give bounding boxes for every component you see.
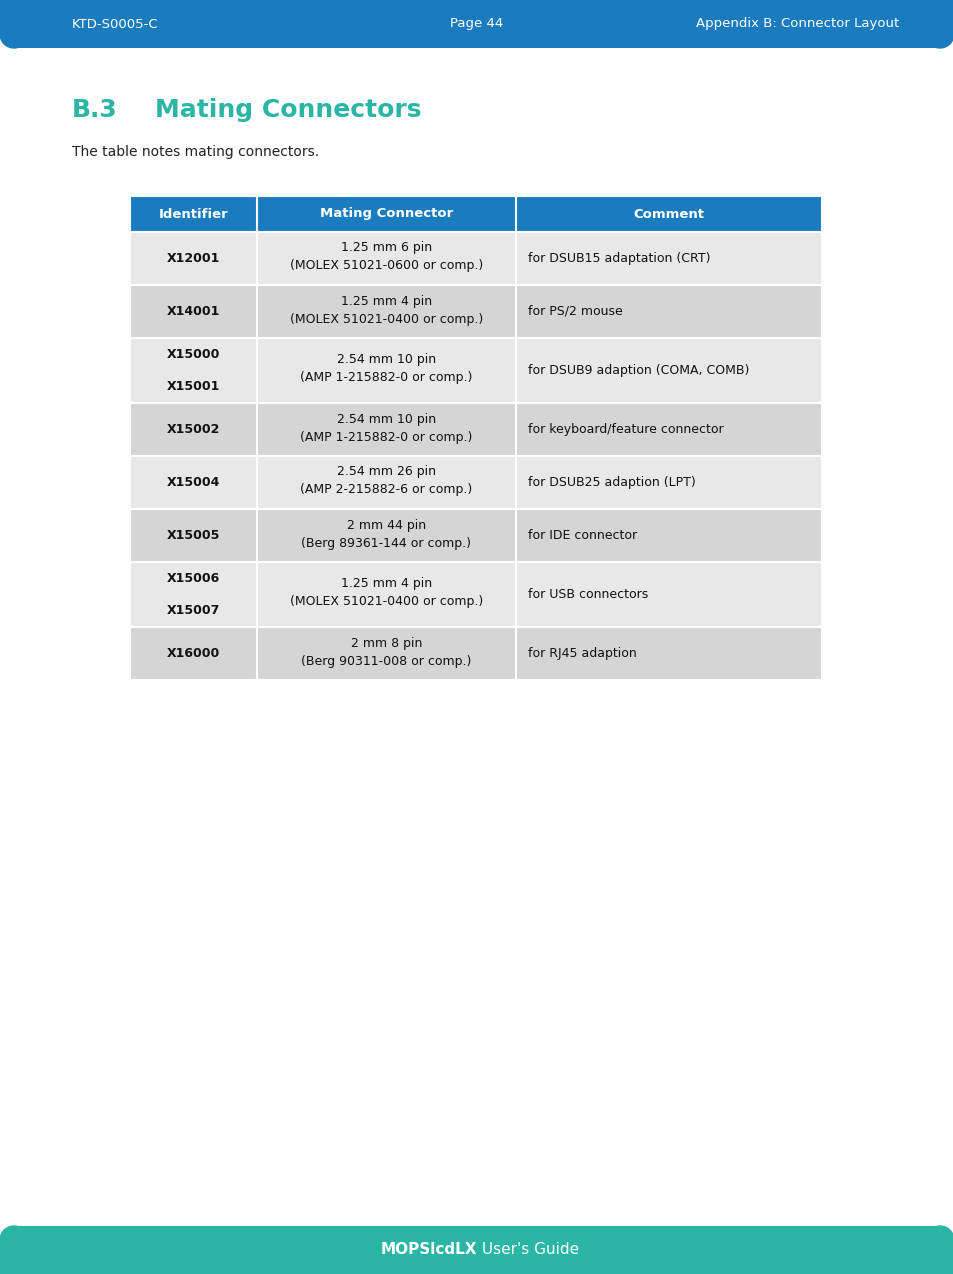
Text: X15006

X15007: X15006 X15007 bbox=[167, 572, 220, 617]
Text: 2 mm 44 pin: 2 mm 44 pin bbox=[347, 519, 425, 531]
Text: for USB connectors: for USB connectors bbox=[528, 589, 648, 601]
Text: for keyboard/feature connector: for keyboard/feature connector bbox=[528, 423, 723, 436]
Text: (Berg 90311-008 or comp.): (Berg 90311-008 or comp.) bbox=[301, 655, 471, 668]
Bar bbox=[0, 0, 953, 48]
Text: 2 mm 8 pin: 2 mm 8 pin bbox=[351, 637, 421, 650]
Text: (AMP 2-215882-6 or comp.): (AMP 2-215882-6 or comp.) bbox=[300, 484, 472, 497]
Bar bbox=[130, 456, 821, 510]
Text: for DSUB25 adaption (LPT): for DSUB25 adaption (LPT) bbox=[528, 476, 695, 489]
Circle shape bbox=[925, 1226, 953, 1254]
Text: 2.54 mm 10 pin: 2.54 mm 10 pin bbox=[336, 413, 436, 426]
Text: for RJ45 adaption: for RJ45 adaption bbox=[528, 647, 637, 660]
Text: Mating Connector: Mating Connector bbox=[319, 208, 453, 220]
Text: (MOLEX 51021-0400 or comp.): (MOLEX 51021-0400 or comp.) bbox=[290, 595, 482, 609]
Text: for DSUB15 adaptation (CRT): for DSUB15 adaptation (CRT) bbox=[528, 252, 710, 265]
Text: X15000

X15001: X15000 X15001 bbox=[167, 348, 220, 392]
Bar bbox=[939, 34, 953, 48]
Circle shape bbox=[925, 20, 953, 48]
Circle shape bbox=[0, 20, 28, 48]
Text: 1.25 mm 4 pin: 1.25 mm 4 pin bbox=[340, 577, 432, 591]
Text: X12001: X12001 bbox=[167, 252, 220, 265]
Text: KTD-S0005-C: KTD-S0005-C bbox=[71, 18, 158, 31]
Bar bbox=[130, 232, 821, 285]
Text: X16000: X16000 bbox=[167, 647, 220, 660]
Text: (MOLEX 51021-0400 or comp.): (MOLEX 51021-0400 or comp.) bbox=[290, 312, 482, 325]
Text: X15004: X15004 bbox=[167, 476, 220, 489]
Circle shape bbox=[0, 1226, 28, 1254]
Text: X15002: X15002 bbox=[167, 423, 220, 436]
Bar bbox=[130, 510, 821, 562]
Text: Mating Connectors: Mating Connectors bbox=[154, 98, 421, 122]
Bar bbox=[130, 196, 821, 680]
Text: The table notes mating connectors.: The table notes mating connectors. bbox=[71, 145, 319, 159]
Text: (Berg 89361-144 or comp.): (Berg 89361-144 or comp.) bbox=[301, 536, 471, 549]
Text: B.3: B.3 bbox=[71, 98, 117, 122]
Text: 1.25 mm 6 pin: 1.25 mm 6 pin bbox=[340, 242, 432, 255]
Text: for IDE connector: for IDE connector bbox=[528, 529, 637, 541]
Bar bbox=[130, 338, 821, 403]
Bar bbox=[130, 562, 821, 627]
Text: X15005: X15005 bbox=[167, 529, 220, 541]
Text: Comment: Comment bbox=[633, 208, 704, 220]
Bar bbox=[130, 285, 821, 338]
Bar bbox=[130, 196, 821, 232]
Text: MOPSlcdLX: MOPSlcdLX bbox=[380, 1242, 476, 1257]
Bar bbox=[939, 1226, 953, 1240]
Text: for PS/2 mouse: for PS/2 mouse bbox=[528, 304, 622, 318]
Text: for DSUB9 adaption (COMA, COMB): for DSUB9 adaption (COMA, COMB) bbox=[528, 364, 749, 377]
Bar bbox=[0, 1226, 953, 1274]
Bar bbox=[0, 1226, 14, 1240]
Text: X14001: X14001 bbox=[167, 304, 220, 318]
Text: 2.54 mm 26 pin: 2.54 mm 26 pin bbox=[336, 465, 436, 479]
Text: (AMP 1-215882-0 or comp.): (AMP 1-215882-0 or comp.) bbox=[300, 431, 472, 443]
Text: Identifier: Identifier bbox=[158, 208, 228, 220]
Text: (MOLEX 51021-0600 or comp.): (MOLEX 51021-0600 or comp.) bbox=[290, 260, 482, 273]
Text: (AMP 1-215882-0 or comp.): (AMP 1-215882-0 or comp.) bbox=[300, 372, 472, 385]
Text: 1.25 mm 4 pin: 1.25 mm 4 pin bbox=[340, 294, 432, 307]
Text: 2.54 mm 10 pin: 2.54 mm 10 pin bbox=[336, 353, 436, 367]
Bar bbox=[130, 627, 821, 680]
Text: Appendix B: Connector Layout: Appendix B: Connector Layout bbox=[695, 18, 898, 31]
Text: Page 44: Page 44 bbox=[450, 18, 503, 31]
Text: User's Guide: User's Guide bbox=[476, 1242, 578, 1257]
Bar bbox=[130, 403, 821, 456]
Bar bbox=[0, 34, 14, 48]
